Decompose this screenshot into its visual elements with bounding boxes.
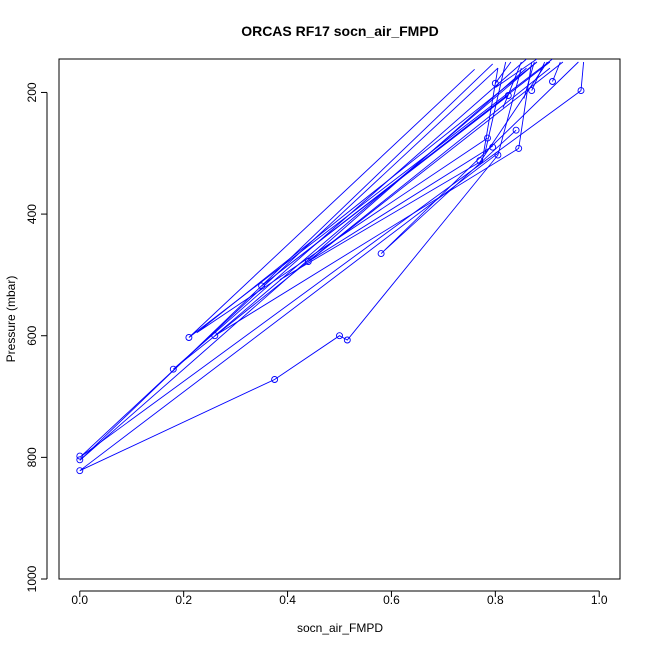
series-line-segment (279, 68, 499, 281)
series-line-segment (484, 61, 507, 154)
series-line-segment (479, 61, 548, 163)
data-point (169, 365, 177, 373)
y-axis-title: Pressure (mbar) (4, 276, 18, 363)
data-point (76, 452, 84, 460)
series-line-segment (502, 61, 522, 108)
data-point (528, 87, 536, 95)
data-point (271, 376, 279, 383)
series-line-segment (173, 59, 551, 370)
series-line-segment (580, 61, 585, 91)
axis-layer: 0.0 0.2 0.4 0.6 0.8 1.0 200 400 600 800 1000 (25, 82, 608, 607)
series-line-segment (196, 61, 538, 334)
y-tick-label: 600 (25, 325, 39, 345)
x-tick-label: 0.0 (71, 593, 88, 607)
data-point (549, 78, 556, 85)
data-point (185, 334, 193, 341)
data-point (504, 92, 512, 99)
data-point (476, 157, 484, 165)
series-line-segment (308, 61, 564, 262)
data-point (577, 87, 585, 95)
x-tick-label: 0.2 (175, 593, 192, 607)
y-tick-label: 800 (25, 447, 39, 467)
data-point (336, 332, 343, 340)
series-line-segment (380, 61, 579, 254)
data-point (258, 282, 266, 290)
data-point (494, 151, 502, 159)
series-line-segment (79, 63, 527, 461)
data-point (76, 467, 84, 475)
data-point (512, 126, 520, 134)
data-point (304, 258, 312, 265)
series-line-segment (214, 61, 538, 337)
series-line-segment (495, 59, 538, 88)
x-tick-label: 0.6 (383, 593, 400, 607)
x-tick-label: 1.0 (591, 593, 608, 607)
series-line-segment (261, 61, 551, 287)
series-line-segment (552, 61, 561, 82)
data-point (515, 144, 523, 152)
x-axis-title: socn_air_FMPD (297, 621, 383, 635)
plot-frame (58, 58, 621, 580)
data-point (211, 332, 219, 340)
data-point (76, 456, 84, 464)
series-line-segment (79, 67, 522, 472)
y-tick-label: 200 (25, 82, 39, 102)
data-point (489, 143, 497, 151)
data-point (484, 134, 491, 142)
series-line-segment (523, 61, 535, 99)
data-point (343, 336, 351, 344)
x-tick-label: 0.4 (279, 593, 296, 607)
data-layer (76, 59, 585, 475)
data-point (491, 79, 499, 87)
x-tick-label: 0.8 (487, 593, 504, 607)
chart-title: ORCAS RF17 socn_air_FMPD (241, 23, 439, 39)
y-tick-label: 400 (25, 204, 39, 224)
data-point (377, 250, 385, 258)
y-tick-label: 1000 (25, 565, 39, 592)
